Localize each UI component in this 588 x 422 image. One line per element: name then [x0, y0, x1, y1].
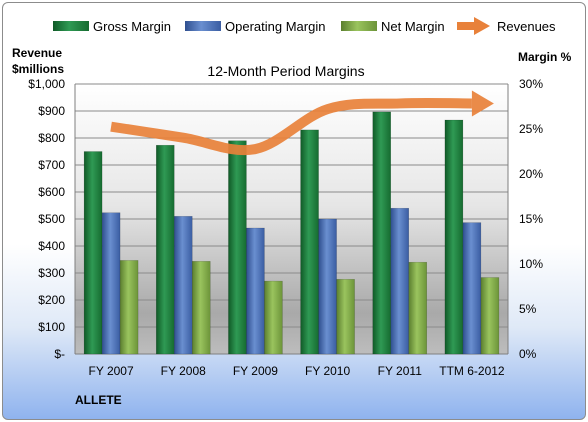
bar-gross-margin [83, 151, 103, 355]
y-left-tick-label: $800 [38, 131, 65, 145]
legend-swatch-revenues-arrow [474, 17, 490, 35]
bar-gross-margin [444, 119, 464, 355]
bar-operating-margin [462, 222, 482, 355]
company-label: ALLETE [75, 393, 122, 407]
bar-gross-margin [372, 111, 391, 355]
bar-operating-margin [318, 218, 337, 355]
bar-gross-margin [228, 140, 247, 355]
x-category-label: FY 2010 [305, 364, 350, 378]
bar-gross-margin [300, 129, 319, 355]
y-right-tick-label: 30% [519, 77, 543, 91]
x-category-label: TTM 6-2012 [439, 364, 505, 378]
revenues-line [110, 98, 472, 156]
x-category-label: FY 2011 [378, 364, 423, 378]
bar-net-margin [119, 260, 139, 355]
x-category-label: FY 2008 [161, 364, 206, 378]
legend-swatch-operating-margin [185, 21, 221, 31]
bar-operating-margin [101, 212, 121, 355]
legend-label: Net Margin [381, 19, 445, 34]
bar-net-margin [264, 280, 283, 355]
bar-net-margin [192, 261, 211, 355]
y-left-tick-label: $700 [38, 158, 65, 172]
margins-chart: $- $100 $200 $300 $400 $500 $600 $700 $800 $900 $1… [12, 17, 572, 407]
y-right-tick-label: 5% [519, 302, 537, 316]
y-left-axis-title: Revenue [12, 46, 62, 60]
legend-swatch-net-margin [341, 21, 377, 31]
y-right-tick-label: 10% [519, 257, 543, 271]
x-category-label: FY 2007 [89, 364, 134, 378]
y-right-tick-label: 25% [519, 122, 543, 136]
legend-label: Revenues [497, 19, 556, 34]
y-left-tick-label: $1,000 [28, 77, 65, 91]
legend-label: Gross Margin [93, 19, 171, 34]
bar-operating-margin [174, 216, 193, 355]
bar-gross-margin [156, 144, 175, 355]
y-left-axis-title-units: $millions [12, 62, 64, 76]
y-left-tick-label: $300 [38, 266, 65, 280]
y-left-tick-label: $200 [38, 293, 65, 307]
bar-net-margin [480, 277, 500, 355]
y-left-tick-label: $500 [38, 212, 65, 226]
x-category-label: FY 2009 [233, 364, 278, 378]
y-right-tick-label: 15% [519, 212, 543, 226]
bar-net-margin [336, 279, 355, 355]
revenues-arrowhead [471, 90, 494, 117]
y-right-tick-label: 20% [519, 167, 543, 181]
y-left-tick-label: $600 [38, 185, 65, 199]
y-left-tick-label: $400 [38, 239, 65, 253]
y-right-tick-label: 0% [519, 347, 537, 361]
y-left-tick-label: $100 [38, 320, 65, 334]
bar-operating-margin [390, 207, 409, 355]
bar-net-margin [408, 261, 427, 355]
y-right-axis-title: Margin % [518, 50, 572, 64]
y-left-tick-label: $900 [38, 104, 65, 118]
legend-swatch-gross-margin [53, 21, 89, 31]
bar-operating-margin [246, 227, 265, 355]
chart-title: 12-Month Period Margins [207, 63, 364, 79]
legend-label: Operating Margin [225, 19, 325, 34]
y-left-tick-label: $- [54, 347, 65, 361]
